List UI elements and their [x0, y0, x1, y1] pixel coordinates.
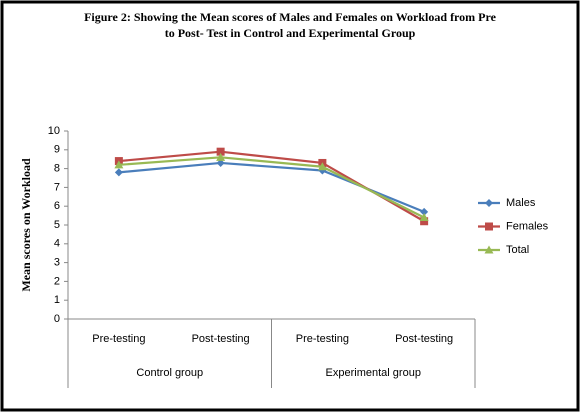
- x-tick-label: Pre-testing: [296, 333, 349, 345]
- y-tick-label: 0: [54, 313, 60, 325]
- legend-label: Females: [506, 220, 549, 232]
- series-line: [118, 156, 425, 219]
- y-tick-label: 4: [54, 238, 60, 250]
- group-label: Experimental group: [326, 367, 421, 379]
- y-tick-label: 3: [54, 257, 60, 269]
- y-tick-label: 7: [54, 181, 60, 193]
- chart-title: Figure 2: Showing the Mean scores of Mal…: [84, 10, 497, 24]
- point: [484, 245, 494, 254]
- point: [420, 207, 429, 216]
- y-tick-label: 6: [54, 200, 60, 212]
- point: [485, 199, 493, 207]
- x-tick-label: Post-testing: [192, 333, 250, 345]
- y-tick-label: 5: [54, 219, 60, 231]
- y-tick-label: 10: [48, 125, 60, 137]
- point: [114, 160, 124, 169]
- y-tick-label: 2: [54, 275, 60, 287]
- x-tick-label: Post-testing: [395, 333, 453, 345]
- point: [317, 162, 327, 171]
- legend-label: Total: [506, 244, 529, 256]
- y-axis-label: Mean scores on Workload: [19, 158, 33, 292]
- point: [419, 212, 429, 221]
- point: [216, 147, 225, 156]
- point: [485, 222, 493, 231]
- chart-title: to Post- Test in Control and Experimenta…: [165, 26, 416, 40]
- y-tick-label: 1: [54, 294, 60, 306]
- legend-label: Males: [506, 197, 536, 209]
- x-tick-label: Pre-testing: [92, 333, 145, 345]
- group-label: Control group: [136, 367, 203, 379]
- point: [216, 152, 226, 161]
- y-tick-label: 9: [54, 144, 60, 156]
- point: [420, 217, 429, 226]
- point: [114, 168, 123, 177]
- y-tick-label: 8: [54, 163, 60, 175]
- point: [216, 158, 225, 167]
